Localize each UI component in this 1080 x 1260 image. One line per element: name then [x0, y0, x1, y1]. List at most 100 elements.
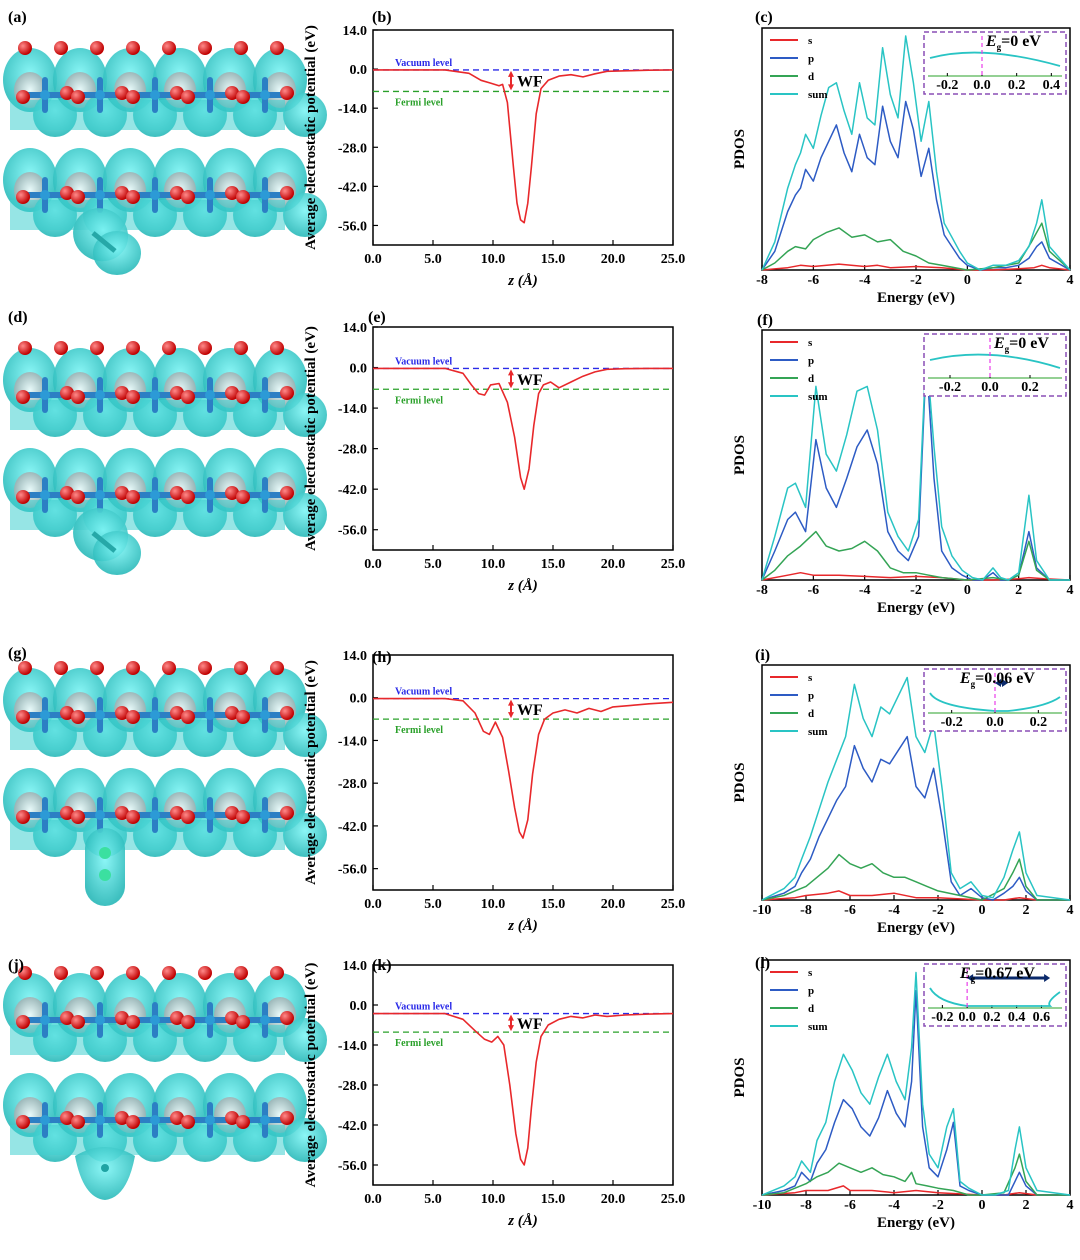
metal-atom	[205, 710, 215, 720]
oxygen-atom	[280, 86, 294, 100]
x-tick-label: -6	[844, 903, 856, 918]
slab-band	[10, 820, 285, 850]
oxygen-atom	[90, 966, 104, 980]
inset-c: -0.2 0.0 0.2 0.4 Eg=0 eV	[923, 31, 1067, 95]
oxygen-atom	[126, 41, 140, 55]
oxygen-atom	[236, 190, 250, 204]
oxygen-atom	[54, 966, 68, 980]
oxygen-atom	[126, 390, 140, 404]
x-tick-label: 0.0	[364, 1192, 382, 1207]
x-tick-label: 4	[1067, 1198, 1074, 1213]
oxygen-atom	[115, 386, 129, 400]
y-axis-label: PDOS	[732, 762, 748, 802]
oxygen-atom	[181, 1115, 195, 1129]
inset-curve	[929, 51, 1061, 67]
vacuum-level-label: Vacuum level	[395, 1002, 452, 1013]
x-tick-label: 20.0	[601, 1192, 626, 1207]
y-tick-label: -42.0	[338, 820, 367, 835]
panel-label: (h)	[372, 649, 392, 666]
plot-frame	[372, 326, 674, 551]
y-tick-label: -56.0	[338, 219, 367, 234]
metal-atom	[95, 390, 105, 400]
pdos-series-s	[761, 263, 1071, 271]
band-gap-label: Eg=0.67 eV	[959, 965, 1035, 984]
oxygen-atom	[225, 1111, 239, 1125]
oxygen-atom	[71, 490, 85, 504]
wf-arrowheads	[508, 699, 514, 719]
y-tick-label: -28.0	[338, 141, 367, 156]
oxygen-atom	[181, 390, 195, 404]
x-tick-label: 2	[1015, 273, 1022, 288]
oxygen-atom	[236, 1115, 250, 1129]
x-tick-label: 5.0	[424, 1192, 442, 1207]
oxygen-atom	[234, 341, 248, 355]
potential-curve	[373, 69, 674, 224]
pdos-series-s	[761, 890, 1070, 901]
x-tick-label: -2	[910, 583, 922, 598]
x-tick-label: 5.0	[424, 252, 442, 267]
oxygen-atom	[126, 341, 140, 355]
metal-atom	[40, 1115, 50, 1125]
oxygen-atom	[236, 1015, 250, 1029]
x-tick-label: -2	[932, 1198, 944, 1213]
y-tick-label: 14.0	[343, 649, 368, 664]
legend-label-s: s	[808, 337, 813, 349]
legend-label-sum: sum	[808, 391, 828, 403]
wf-arrowheads	[508, 70, 514, 91]
adsorbate-atom	[99, 869, 111, 881]
pdos-series-sum	[761, 971, 1071, 1196]
oxygen-atom	[90, 41, 104, 55]
oxygen-atom	[181, 490, 195, 504]
metal-atom	[205, 390, 215, 400]
oxygen-atom	[126, 1115, 140, 1129]
inset-i: -0.2 0.0 0.2 Eg=0.06 eV	[923, 668, 1067, 732]
metal-atom	[40, 390, 50, 400]
metal-atom	[205, 490, 215, 500]
y-axis-label: Average electrostatic potential (eV)	[303, 326, 319, 551]
x-tick-label: 0	[979, 1198, 986, 1213]
inset-curve	[929, 353, 1061, 369]
metal-atom	[150, 1115, 160, 1125]
wf-label: WF	[517, 74, 543, 91]
charge-density-lobe	[283, 393, 327, 437]
potential-chart-b: 0.0 5.0 10.0 15.0 20.0 25.0 14.0 0.0 -14.0 -28.0 -…	[303, 24, 685, 289]
oxygen-atom	[16, 1115, 30, 1129]
x-tick-label: 0	[964, 583, 971, 598]
y-tick-label: 0.0	[350, 999, 368, 1014]
y-tick-label: -56.0	[338, 524, 367, 539]
pdos-series-sum	[761, 676, 1071, 901]
x-tick-label: -4	[888, 903, 900, 918]
oxygen-atom	[90, 341, 104, 355]
x-tick-label: 15.0	[541, 557, 566, 572]
oxygen-atom	[236, 490, 250, 504]
y-axis-label: PDOS	[732, 129, 748, 169]
oxygen-atom	[225, 706, 239, 720]
y-axis-label: PDOS	[732, 1057, 748, 1097]
inset-tick-label: 0.4	[1043, 78, 1061, 93]
x-tick-label: 0	[964, 273, 971, 288]
legend-label-d: d	[808, 71, 814, 83]
x-axis-label: z (Å)	[507, 273, 538, 289]
oxygen-atom	[236, 810, 250, 824]
oxygen-atom	[18, 661, 32, 675]
metal-atom	[95, 190, 105, 200]
oxygen-atom	[126, 1015, 140, 1029]
inset-tick-label: 0.2	[1008, 78, 1026, 93]
legend-label-s: s	[808, 35, 813, 47]
x-axis-label: Energy (eV)	[877, 920, 955, 936]
structure-panel-j	[3, 966, 327, 1200]
slab-band	[10, 500, 285, 530]
oxygen-atom	[270, 966, 284, 980]
x-tick-label: -4	[888, 1198, 900, 1213]
oxygen-atom	[115, 486, 129, 500]
oxygen-atom	[126, 190, 140, 204]
oxygen-atom	[60, 1011, 74, 1025]
panel-label: (c)	[755, 9, 773, 26]
oxygen-atom	[71, 390, 85, 404]
oxygen-atom	[54, 341, 68, 355]
x-tick-label: -6	[807, 583, 819, 598]
x-tick-label: 10.0	[481, 897, 506, 912]
metal-atom	[150, 90, 160, 100]
adsorbate-bond	[91, 231, 117, 253]
legend-label-s: s	[808, 672, 813, 684]
